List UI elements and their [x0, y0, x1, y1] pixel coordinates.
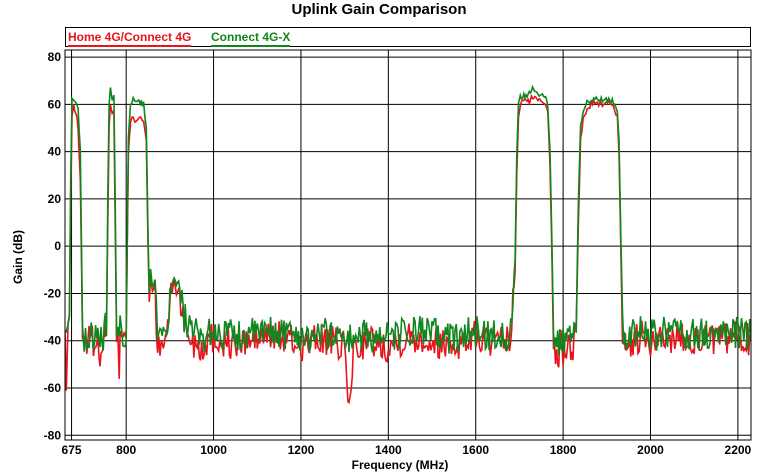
legend-swatch [211, 45, 291, 47]
legend-entry-connect-4g-x: Connect 4G-X [211, 30, 291, 47]
y-tick-label: -60 [44, 381, 62, 395]
plot-border [64, 49, 752, 441]
x-tick-label: 675 [62, 443, 82, 457]
legend-label: Home 4G/Connect 4G [68, 30, 192, 44]
legend-entry-home-4g: Home 4G/Connect 4G [68, 30, 192, 47]
x-tick-label: 1800 [550, 443, 577, 457]
plot-frame [64, 49, 752, 441]
legend-swatch [68, 45, 192, 47]
legend: Home 4G/Connect 4G Connect 4G-X [65, 27, 751, 47]
x-axis-label: Frequency (MHz) [351, 458, 449, 472]
y-tick-label: -20 [44, 286, 62, 300]
x-tick-label: 1600 [462, 443, 489, 457]
y-tick-label: 80 [48, 50, 62, 64]
chart-title: Uplink Gain Comparison [291, 1, 467, 18]
legend-label: Connect 4G-X [211, 30, 291, 44]
x-tick-label: 2200 [725, 443, 752, 457]
y-tick-label: 20 [48, 192, 62, 206]
x-tick-label: 1200 [288, 443, 315, 457]
x-tick-label: 1400 [375, 443, 402, 457]
y-tick-label: 60 [48, 97, 62, 111]
series-line-connect-4g-x [65, 84, 751, 356]
y-tick-label: -80 [44, 428, 62, 442]
x-tick-label: 800 [116, 443, 136, 457]
x-tick-label: 1000 [200, 443, 227, 457]
y-tick-label: 40 [48, 145, 62, 159]
y-tick-label: 0 [54, 239, 61, 253]
x-tick-label: 2000 [637, 443, 664, 457]
y-tick-label: -40 [44, 334, 62, 348]
